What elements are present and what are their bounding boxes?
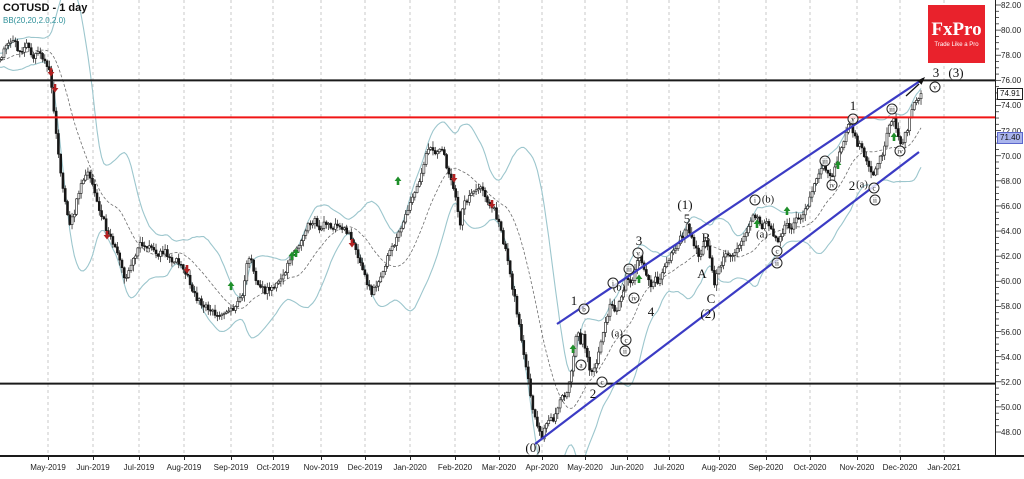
time-axis-label: Dec-2019 bbox=[347, 463, 383, 472]
time-axis-tick bbox=[944, 457, 945, 460]
time-axis-tick bbox=[321, 457, 322, 460]
symbol-title: COTUSD - 1 day bbox=[3, 2, 88, 14]
buy-signal-arrow bbox=[569, 344, 577, 353]
price-axis-label: 60.00 bbox=[1001, 277, 1022, 287]
horizontal-level-lines bbox=[0, 79, 995, 385]
time-axis-tick bbox=[810, 457, 811, 460]
time-axis-tick bbox=[766, 457, 767, 460]
time-axis-label: Dec-2020 bbox=[882, 463, 918, 472]
time-axis-label: Sep-2019 bbox=[213, 463, 249, 472]
time-axis-label: Jan-2021 bbox=[927, 463, 961, 472]
time-axis-tick bbox=[184, 457, 185, 460]
price-axis-label: 76.00 bbox=[1001, 76, 1022, 86]
time-axis-tick bbox=[273, 457, 274, 460]
bollinger-upper-band bbox=[0, 0, 922, 373]
time-axis-label: Apr-2020 bbox=[525, 463, 559, 472]
time-axis-label: May-2020 bbox=[567, 463, 603, 472]
time-axis-label: Jun-2019 bbox=[76, 463, 110, 472]
time-axis-label: Jun-2020 bbox=[610, 463, 644, 472]
bollinger-middle-band bbox=[0, 49, 922, 409]
time-axis-label: Mar-2020 bbox=[481, 463, 517, 472]
trend-channel-lines bbox=[534, 78, 924, 445]
time-axis-label: Jul-2020 bbox=[653, 463, 685, 472]
time-axis-label: Sep-2020 bbox=[748, 463, 784, 472]
time-axis-label: Oct-2019 bbox=[256, 463, 290, 472]
projection-arrow bbox=[905, 77, 925, 97]
sell-signal-arrow bbox=[488, 200, 496, 209]
time-axis-tick bbox=[231, 457, 232, 460]
fxpro-logo-text: FxPro bbox=[931, 19, 982, 40]
time-axis-tick bbox=[542, 457, 543, 460]
fxpro-logo-tagline: Trade Like a Pro bbox=[934, 42, 979, 48]
indicator-label: BB(20,20,2.0,2.0) bbox=[3, 16, 66, 25]
price-chart-surface[interactable] bbox=[0, 0, 995, 455]
time-axis[interactable]: May-2019 Jun-2019 Jul-2019 Aug-2019 Sep-2019… bbox=[0, 455, 1024, 479]
sell-signal-arrow bbox=[51, 84, 59, 93]
price-axis-label: 64.00 bbox=[1001, 227, 1022, 237]
time-axis-label: Nov-2019 bbox=[303, 463, 339, 472]
price-axis-label: 58.00 bbox=[1001, 302, 1022, 312]
time-axis-tick bbox=[499, 457, 500, 460]
time-axis-tick bbox=[410, 457, 411, 460]
sell-signal-arrow bbox=[183, 265, 191, 274]
time-axis-tick bbox=[48, 457, 49, 460]
buy-signal-arrow bbox=[753, 219, 761, 228]
time-axis-tick bbox=[93, 457, 94, 460]
price-axis-label: 78.00 bbox=[1001, 51, 1022, 61]
time-axis-label: Oct-2020 bbox=[793, 463, 827, 472]
signal-arrows bbox=[47, 68, 898, 353]
price-axis-label: 82.00 bbox=[1001, 1, 1022, 10]
price-marker: 71.40 bbox=[997, 132, 1024, 145]
price-axis-label: 80.00 bbox=[1001, 26, 1022, 36]
time-axis-tick bbox=[900, 457, 901, 460]
buy-signal-arrow bbox=[783, 206, 791, 215]
chart-canvas bbox=[0, 0, 995, 455]
price-axis-label: 68.00 bbox=[1001, 176, 1022, 186]
time-axis-tick bbox=[627, 457, 628, 460]
time-axis-tick bbox=[455, 457, 456, 460]
price-axis-label: 52.00 bbox=[1001, 377, 1022, 387]
time-axis-label: Feb-2020 bbox=[437, 463, 473, 472]
price-axis[interactable]: 82.00 80.00 78.00 76.00 74.00 72.00 70.00 68.00… bbox=[995, 0, 1024, 455]
price-axis-label: 48.00 bbox=[1001, 428, 1022, 437]
buy-signal-arrow bbox=[227, 281, 235, 290]
time-axis-label: Aug-2020 bbox=[701, 463, 737, 472]
fxpro-logo: FxPro Trade Like a Pro bbox=[928, 5, 985, 63]
time-axis-label: Nov-2020 bbox=[839, 463, 875, 472]
time-axis-tick bbox=[365, 457, 366, 460]
price-axis-label: 54.00 bbox=[1001, 352, 1022, 362]
time-axis-label: May-2019 bbox=[30, 463, 66, 472]
buy-signal-arrow bbox=[288, 251, 296, 260]
buy-signal-arrow bbox=[635, 274, 643, 283]
time-axis-tick bbox=[669, 457, 670, 460]
month-gridlines bbox=[47, 0, 945, 455]
price-axis-label: 74.00 bbox=[1001, 101, 1022, 111]
buy-signal-arrow bbox=[890, 132, 898, 141]
buy-signal-arrow bbox=[834, 160, 842, 169]
price-marker: 74.91 bbox=[997, 88, 1024, 101]
chart-legend: COTUSD - 1 day BB(20,20,2.0,2.0) bbox=[3, 2, 87, 25]
price-axis-label: 70.00 bbox=[1001, 151, 1022, 161]
time-axis-label: Jan-2020 bbox=[393, 463, 427, 472]
time-axis-tick bbox=[139, 457, 140, 460]
time-axis-label: Jul-2019 bbox=[123, 463, 155, 472]
price-axis-label: 50.00 bbox=[1001, 402, 1022, 412]
time-axis-tick bbox=[585, 457, 586, 460]
price-axis-label: 56.00 bbox=[1001, 327, 1022, 337]
sell-signal-arrow bbox=[348, 239, 356, 248]
sell-signal-arrow bbox=[47, 68, 55, 77]
price-axis-label: 62.00 bbox=[1001, 252, 1022, 262]
sell-signal-arrow bbox=[103, 231, 111, 240]
price-axis-ticks bbox=[996, 4, 1001, 433]
buy-signal-arrow bbox=[394, 176, 402, 185]
time-axis-label: Aug-2019 bbox=[166, 463, 202, 472]
candles-layer bbox=[0, 35, 923, 442]
price-axis-label: 66.00 bbox=[1001, 201, 1022, 211]
time-axis-tick bbox=[719, 457, 720, 460]
sell-signal-arrow bbox=[450, 174, 458, 183]
buy-signal-arrow bbox=[292, 248, 300, 257]
time-axis-tick bbox=[857, 457, 858, 460]
price-axis-label: 72.00 bbox=[1001, 126, 1022, 136]
